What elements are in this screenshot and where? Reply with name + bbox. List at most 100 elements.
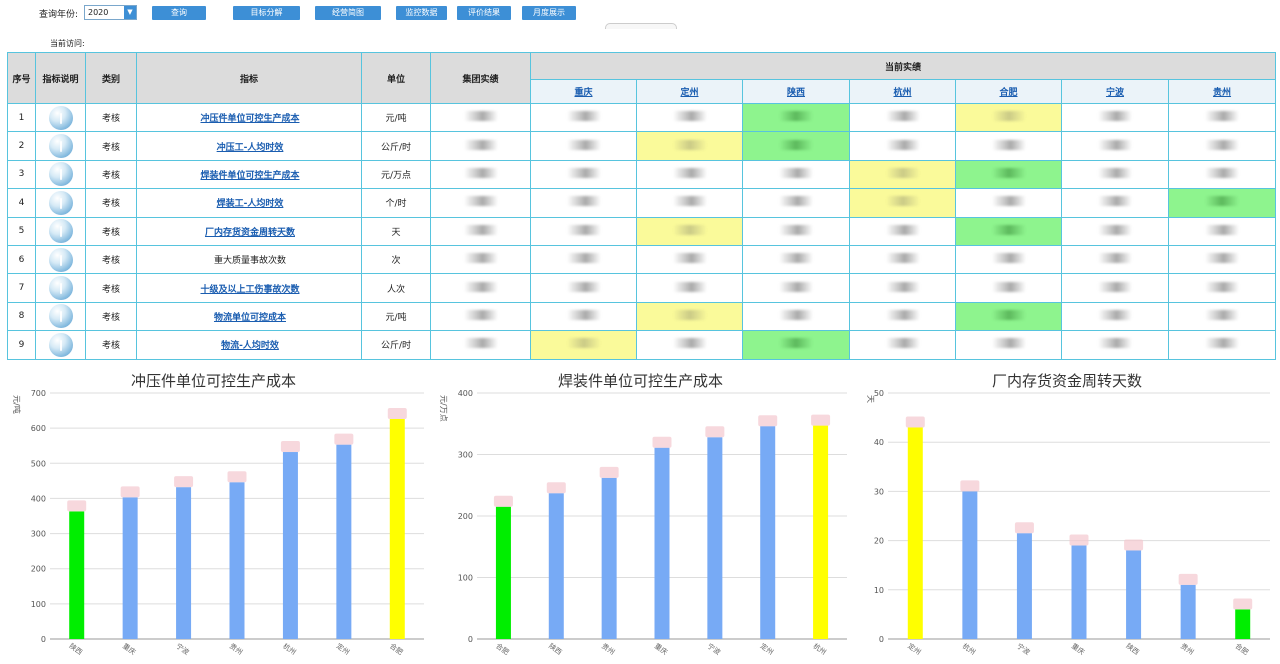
bar[interactable] [907,427,923,639]
bar[interactable] [601,477,617,639]
info-icon[interactable] [48,332,73,357]
info-cell [35,159,86,190]
info-icon[interactable] [48,247,73,272]
indicator-link[interactable]: 焊装件单位可控生产成本 [200,170,300,181]
redacted-value [991,281,1026,292]
indicator-cell: 冲压件单位可控生产成本 [136,102,362,133]
evaluation-result-button[interactable]: 评价结果 [457,6,511,20]
bar[interactable] [495,506,511,639]
city-actual-cell [1061,131,1169,161]
kpi-table: 序号 指标说明 类别 指标 单位 集团实绩 当前实绩 重庆 定州 陕西 杭州 合肥 宁波 贵… [7,52,1277,360]
city-actual-cell [530,102,637,133]
indicator-link[interactable]: 冲压工-人均时效 [216,142,284,153]
redacted-data-label [280,441,300,453]
redacted-value [885,111,920,122]
row-category: 考核 [85,301,137,332]
city-actual-cell [955,216,1062,246]
collapse-handle[interactable] [605,23,677,29]
group-actual-cell [430,330,531,360]
city-actual-cell [955,273,1062,303]
indicator-cell: 焊装件单位可控生产成本 [136,159,362,190]
x-tick-label: 宁波 [706,641,723,656]
bar[interactable] [1126,550,1142,639]
year-select[interactable]: 2020 ▼ [84,5,137,20]
info-icon[interactable] [48,190,73,215]
info-icon[interactable] [48,219,73,244]
redacted-value [779,281,813,292]
city-actual-cell [742,330,850,360]
y-tick-label: 600 [31,424,46,433]
redacted-value [1098,167,1132,178]
city-link[interactable]: 定州 [680,88,699,98]
indicator-cell: 物流单位可控成本 [136,301,362,332]
redacted-value [885,338,920,349]
info-icon[interactable] [48,134,73,159]
chart-title: 焊装件单位可控生产成本 [557,372,723,390]
info-icon[interactable] [48,162,73,187]
redacted-value [779,111,813,122]
indicator-link[interactable]: 厂内存货资金周转天数 [204,227,295,238]
city-actual-cell [849,102,956,133]
row-unit: 元/万点 [361,159,431,190]
bar[interactable] [1180,584,1196,639]
bar[interactable] [654,447,670,639]
city-link[interactable]: 陕西 [786,88,805,98]
target-breakdown-button[interactable]: 目标分解 [233,6,300,20]
indicator-link[interactable]: 焊装工-人均时效 [216,199,284,210]
redacted-value [672,309,707,320]
redacted-value [885,253,920,264]
chevron-down-icon[interactable]: ▼ [124,6,136,19]
bar[interactable] [336,444,352,639]
table-row: 4 考核 焊装工-人均时效 个/时 [7,188,1277,218]
redacted-data-label [960,480,980,492]
city-link[interactable]: 合肥 [999,88,1018,98]
bar[interactable] [1016,533,1032,639]
row-number: 6 [7,244,36,275]
indicator-link[interactable]: 十级及以上工伤事故次数 [200,284,300,295]
redacted-value [463,139,498,150]
bar[interactable] [389,419,405,639]
bar[interactable] [1071,545,1087,639]
bar[interactable] [176,487,192,639]
bar[interactable] [707,437,723,639]
bar[interactable] [760,426,776,639]
business-diagram-button[interactable]: 经营简图 [315,6,381,20]
bar[interactable] [282,452,298,639]
bar[interactable] [69,511,85,639]
redacted-data-label [120,486,140,498]
indicator-link[interactable]: 物流-人均时效 [221,341,279,352]
info-icon[interactable] [48,276,73,301]
info-icon[interactable] [48,105,73,130]
y-tick-label: 50 [874,389,884,398]
redacted-value [1205,167,1240,178]
city-actual-cell [849,273,956,303]
city-actual-cell [636,159,743,190]
city-link[interactable]: 重庆 [574,88,593,98]
monitor-data-button[interactable]: 监控数据 [396,6,447,20]
indicator-link[interactable]: 冲压件单位可控生产成本 [200,114,300,125]
row-category: 考核 [85,330,137,360]
bar[interactable] [229,482,245,639]
city-link[interactable]: 杭州 [893,88,912,98]
x-tick-label: 陕西 [1124,641,1141,656]
bar[interactable] [122,497,138,639]
redacted-value [566,281,601,292]
indicator-link[interactable]: 物流单位可控成本 [213,312,286,323]
bar[interactable] [962,491,978,639]
monthly-display-button[interactable]: 月度展示 [522,6,576,20]
info-icon[interactable] [48,304,73,329]
city-actual-cell [1167,244,1277,275]
redacted-value [672,111,707,122]
city-actual-cell [955,244,1062,275]
redacted-value [885,224,920,235]
query-button[interactable]: 查询 [152,6,206,20]
y-tick-label: 300 [458,451,473,460]
table-row: 3 考核 焊装件单位可控生产成本 元/万点 [7,159,1277,190]
y-tick-label: 40 [874,438,884,447]
city-link[interactable]: 贵州 [1213,88,1232,98]
city-link[interactable]: 宁波 [1105,88,1124,98]
bar[interactable] [813,425,829,639]
bar[interactable] [548,493,564,639]
redacted-value [1205,196,1240,207]
bar[interactable] [1235,609,1251,639]
